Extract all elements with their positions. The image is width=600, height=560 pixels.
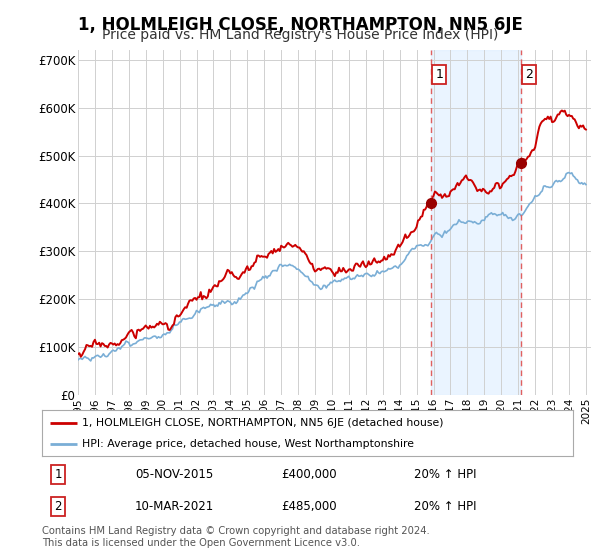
Text: £485,000: £485,000 [281,500,337,513]
Text: £400,000: £400,000 [281,468,337,481]
Text: 1: 1 [435,68,443,81]
Text: 20% ↑ HPI: 20% ↑ HPI [414,468,476,481]
Text: 1, HOLMLEIGH CLOSE, NORTHAMPTON, NN5 6JE (detached house): 1, HOLMLEIGH CLOSE, NORTHAMPTON, NN5 6JE… [82,418,443,428]
Text: 1, HOLMLEIGH CLOSE, NORTHAMPTON, NN5 6JE: 1, HOLMLEIGH CLOSE, NORTHAMPTON, NN5 6JE [77,16,523,34]
Text: 2: 2 [54,500,62,513]
Text: 10-MAR-2021: 10-MAR-2021 [135,500,214,513]
Text: 2: 2 [526,68,533,81]
Text: Price paid vs. HM Land Registry's House Price Index (HPI): Price paid vs. HM Land Registry's House … [102,28,498,42]
Text: 1: 1 [54,468,62,481]
Text: Contains HM Land Registry data © Crown copyright and database right 2024.
This d: Contains HM Land Registry data © Crown c… [42,526,430,548]
Bar [431,50,521,395]
Text: 05-NOV-2015: 05-NOV-2015 [135,468,213,481]
Text: 20% ↑ HPI: 20% ↑ HPI [414,500,476,513]
Text: HPI: Average price, detached house, West Northamptonshire: HPI: Average price, detached house, West… [82,439,414,449]
